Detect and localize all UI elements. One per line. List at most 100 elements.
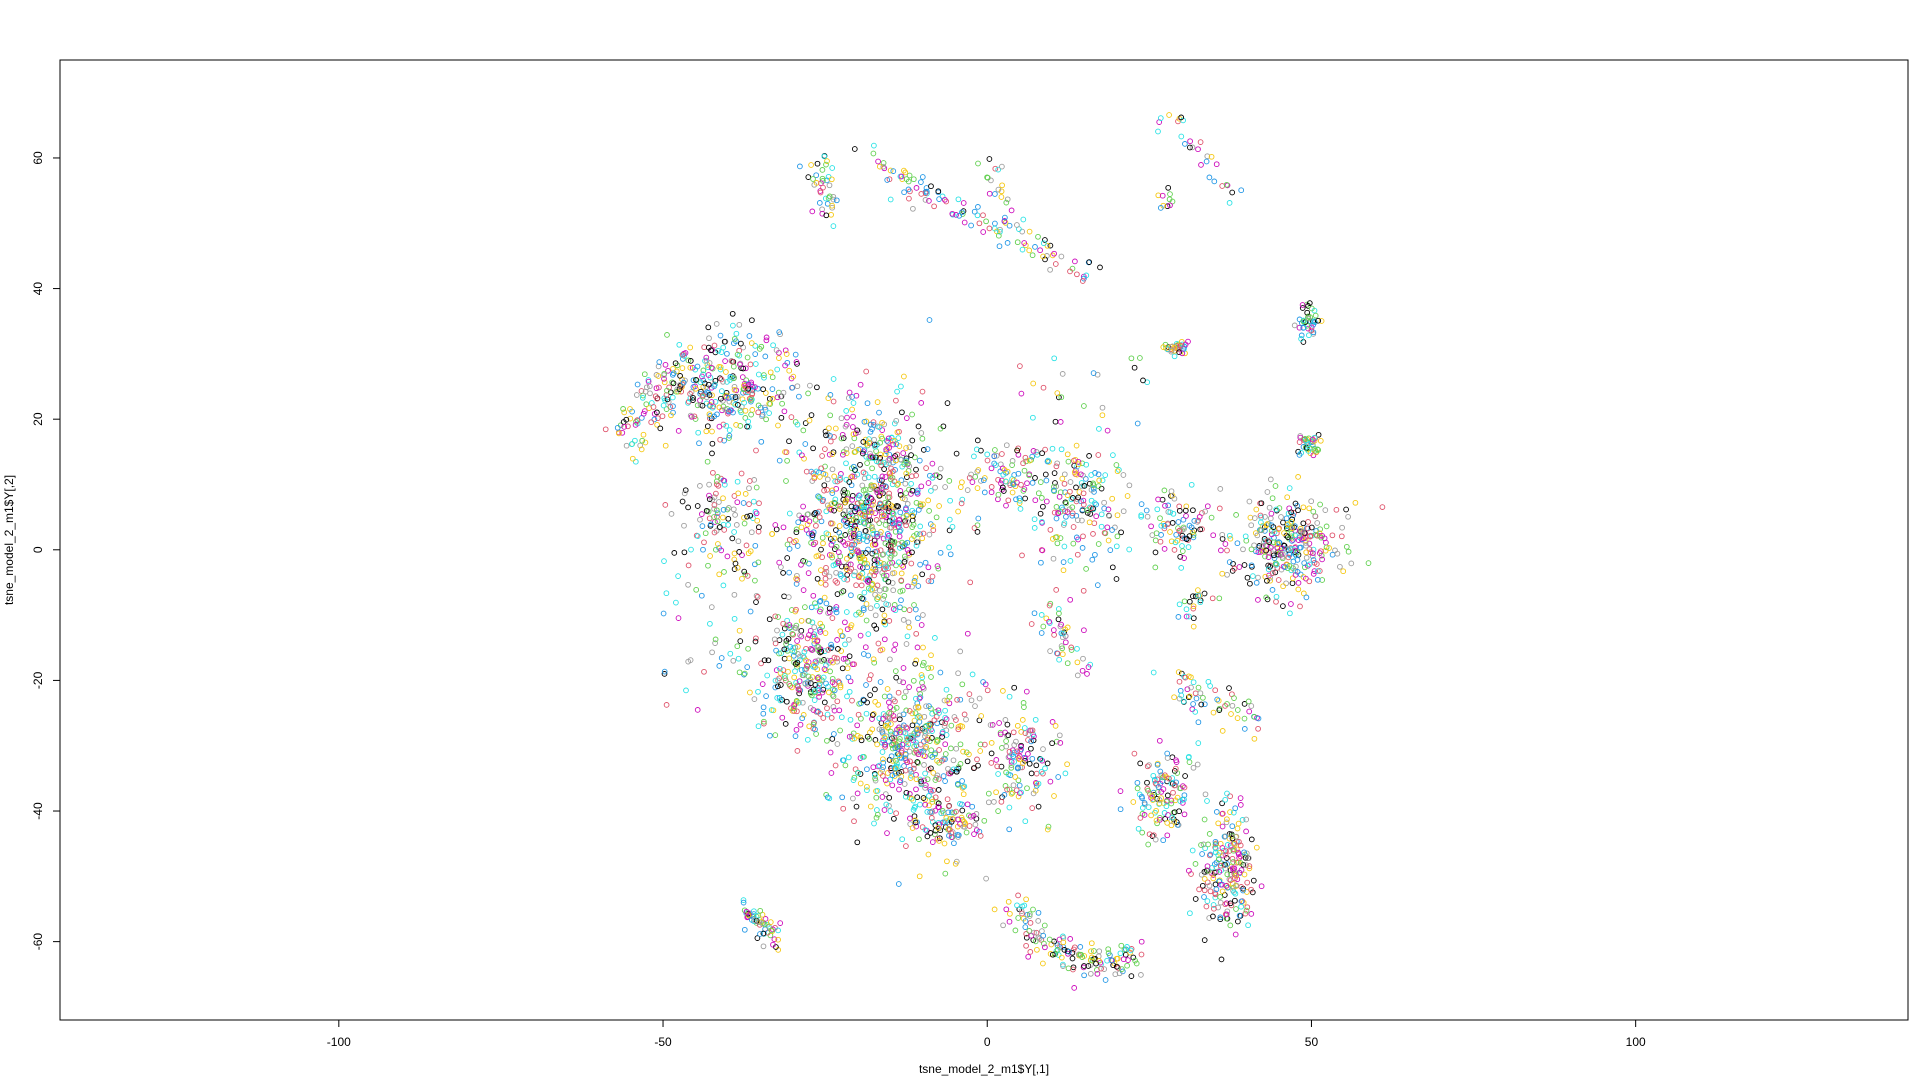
data-point xyxy=(1269,495,1276,502)
data-point xyxy=(817,189,824,196)
data-point xyxy=(1014,222,1020,228)
data-point xyxy=(1157,205,1164,211)
data-point xyxy=(821,699,828,706)
data-point xyxy=(890,441,897,448)
data-point xyxy=(1251,515,1258,521)
data-point xyxy=(879,419,885,426)
data-point xyxy=(1029,755,1036,762)
data-point xyxy=(922,559,929,566)
data-point xyxy=(1020,760,1026,766)
data-point xyxy=(1284,494,1291,501)
data-point xyxy=(999,484,1006,491)
data-point xyxy=(1011,742,1018,748)
data-point xyxy=(1219,570,1226,577)
data-point xyxy=(1224,571,1230,578)
data-point xyxy=(1157,515,1163,522)
data-point xyxy=(694,503,701,509)
data-point xyxy=(736,321,743,328)
data-point xyxy=(1212,881,1219,888)
data-point xyxy=(847,716,854,723)
data-point xyxy=(776,457,783,464)
data-point xyxy=(880,572,887,579)
data-point xyxy=(876,715,883,722)
data-point xyxy=(872,686,878,693)
data-point xyxy=(879,646,886,653)
data-point xyxy=(962,820,968,827)
data-point xyxy=(900,679,907,686)
data-point xyxy=(718,388,725,394)
data-point xyxy=(1088,948,1094,955)
data-point xyxy=(700,367,707,374)
data-point xyxy=(1232,897,1238,904)
data-point xyxy=(872,772,878,778)
data-point xyxy=(1058,394,1065,401)
data-point xyxy=(722,358,728,364)
data-point xyxy=(1018,390,1025,397)
data-point xyxy=(1052,951,1058,958)
data-point xyxy=(709,428,715,435)
data-point xyxy=(760,930,767,937)
data-point xyxy=(900,617,907,623)
data-point xyxy=(1262,553,1268,560)
data-point xyxy=(840,656,847,662)
data-point xyxy=(857,734,864,741)
data-point xyxy=(1019,246,1026,253)
data-point xyxy=(915,423,922,430)
data-point xyxy=(1206,915,1213,921)
data-point xyxy=(812,510,818,516)
data-point xyxy=(800,712,807,718)
data-point xyxy=(1303,575,1309,582)
data-point xyxy=(724,350,730,357)
data-point xyxy=(869,726,876,733)
data-point xyxy=(824,476,831,483)
data-point xyxy=(888,721,894,727)
data-point xyxy=(1037,510,1044,517)
data-point xyxy=(1300,318,1307,325)
data-point xyxy=(1003,769,1009,776)
data-point xyxy=(950,757,957,764)
data-point xyxy=(758,438,765,445)
data-point xyxy=(702,530,709,537)
data-point xyxy=(1006,693,1013,700)
data-point xyxy=(836,529,843,536)
data-point xyxy=(704,423,711,430)
data-point xyxy=(941,697,948,704)
data-point xyxy=(816,608,823,615)
data-point xyxy=(861,475,868,482)
data-point xyxy=(1176,507,1183,514)
data-point xyxy=(898,570,905,577)
data-point xyxy=(774,394,781,401)
data-point xyxy=(939,734,945,740)
data-point xyxy=(1032,244,1038,250)
data-point xyxy=(1289,516,1295,523)
data-point xyxy=(853,518,860,525)
data-point xyxy=(1019,903,1026,910)
data-point xyxy=(831,473,838,480)
data-point xyxy=(887,560,893,566)
data-point xyxy=(881,693,888,700)
data-point xyxy=(763,693,769,699)
data-point xyxy=(1264,489,1271,495)
data-point xyxy=(886,445,892,451)
data-point xyxy=(785,668,791,675)
data-point xyxy=(953,212,959,218)
data-point xyxy=(1190,764,1197,771)
data-point xyxy=(849,697,855,704)
data-point xyxy=(1093,960,1099,967)
data-point xyxy=(1044,242,1051,249)
data-point xyxy=(1256,543,1263,549)
data-point xyxy=(1003,199,1010,206)
data-point xyxy=(897,736,903,742)
data-point xyxy=(896,786,902,793)
data-point xyxy=(850,533,857,539)
data-point xyxy=(1156,800,1163,807)
data-point xyxy=(901,781,908,787)
data-point xyxy=(1263,547,1270,554)
data-point xyxy=(727,373,734,380)
data-point xyxy=(899,409,905,416)
data-point xyxy=(794,383,801,390)
data-point xyxy=(784,541,791,548)
data-point xyxy=(913,695,919,702)
